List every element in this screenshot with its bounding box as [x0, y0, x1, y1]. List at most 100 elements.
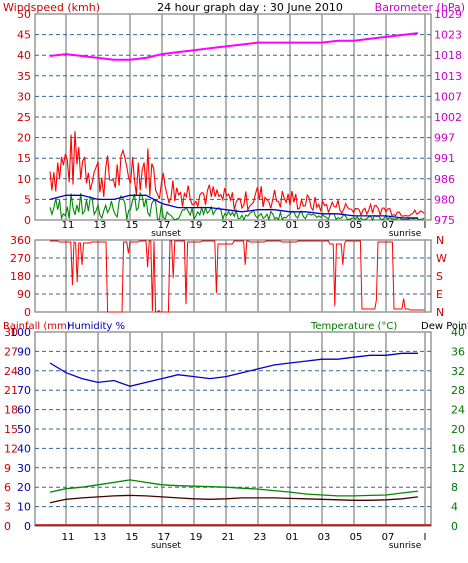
windspeed-tick-label: 40	[17, 49, 31, 62]
x-tick-label: 07	[382, 532, 395, 543]
windspeed-tick-label: 5	[24, 193, 31, 206]
x-tick-label: 23	[254, 220, 267, 231]
x-tick-label: 07	[382, 220, 395, 231]
windspeed-tick-label: 20	[17, 132, 31, 145]
x-tick-label: 01	[286, 532, 299, 543]
x-tick-label: 15	[126, 220, 139, 231]
rainfall-tick-label: 27	[4, 345, 18, 358]
x-tick-label: 17	[158, 220, 171, 231]
rainfall-tick-label: 3	[4, 501, 11, 514]
windspeed-low-line	[49, 191, 425, 222]
direction-degree-tick-label: 0	[24, 306, 31, 319]
x-tick-label: 05	[350, 220, 363, 231]
barometer-tick-label: 986	[434, 173, 455, 186]
barometer-tick-label: 980	[434, 193, 455, 206]
chart-title: 24 hour graph day : 30 June 2010	[157, 1, 343, 14]
humidity-line	[49, 352, 418, 387]
humidity-tick-label: 80	[17, 365, 31, 378]
compass-tick-label: E	[436, 288, 443, 301]
temperature-tick-label: 0	[451, 520, 458, 533]
direction-degree-tick-label: 180	[10, 270, 31, 283]
temperature-tick-label: 20	[451, 423, 465, 436]
rainfall-tick-label: 15	[4, 423, 18, 436]
rainfall-tick-label: 30	[4, 326, 18, 339]
humidity-tick-label: 70	[17, 384, 31, 397]
data-series	[35, 32, 431, 526]
sunrise-label: sunrise	[389, 541, 422, 551]
x-tick-label: 19	[190, 532, 203, 543]
barometer-tick-label: 1029	[434, 8, 462, 21]
rainfall-tick-label: 24	[4, 365, 18, 378]
compass-tick-label: N	[436, 234, 444, 247]
rainfall-tick-label: 18	[4, 404, 18, 417]
dewpoint-axis-label: Dew Point	[421, 321, 468, 332]
sunrise-label: sunrise	[389, 229, 422, 239]
temperature-tick-label: 28	[451, 384, 465, 397]
windspeed-tick-label: 25	[17, 111, 31, 124]
temperature-tick-label: 16	[451, 442, 465, 455]
compass-tick-label: W	[436, 252, 447, 265]
x-tick-end-mark: I	[424, 220, 427, 231]
windspeed-tick-label: 30	[17, 90, 31, 103]
sunset-label: sunset	[151, 229, 181, 239]
windspeed-axis-label: Windspeed (kmh)	[3, 1, 100, 14]
rainfall-axis-label: Rainfall (mm)	[3, 321, 71, 332]
barometer-tick-label: 1007	[434, 90, 462, 103]
humidity-tick-label: 20	[17, 481, 31, 494]
windspeed-average-line	[49, 194, 418, 219]
humidity-axis-label: Humidity %	[67, 321, 125, 332]
rainfall-tick-label: 0	[4, 520, 11, 533]
barometer-tick-label: 997	[434, 132, 455, 145]
x-tick-label: 13	[94, 220, 107, 231]
temperature-tick-label: 24	[451, 404, 465, 417]
barometer-axis-label: Barometer (hPa)	[375, 1, 465, 14]
x-tick-label: 05	[350, 532, 363, 543]
temperature-tick-label: 4	[451, 501, 458, 514]
x-tick-label: 01	[286, 220, 299, 231]
direction-degree-tick-label: 360	[10, 234, 31, 247]
direction-degree-tick-label: 270	[10, 252, 31, 265]
dewpoint-line	[49, 494, 419, 504]
humidity-tick-label: 40	[17, 442, 31, 455]
windspeed-tick-label: 0	[24, 214, 31, 227]
barometer-tick-label: 1018	[434, 49, 462, 62]
temperature-tick-label: 32	[451, 365, 465, 378]
compass-tick-label: N	[436, 306, 444, 319]
x-tick-label: 17	[158, 532, 171, 543]
x-tick-label: 11	[62, 220, 75, 231]
windspeed-tick-label: 45	[17, 29, 31, 42]
rainfall-tick-label: 9	[4, 462, 11, 475]
temperature-tick-label: 36	[451, 345, 465, 358]
humidity-tick-label: 10	[17, 501, 31, 514]
humidity-tick-label: 30	[17, 462, 31, 475]
barometer-tick-label: 1002	[434, 111, 462, 124]
temperature-axis-label: Temperature (°C)	[310, 321, 397, 332]
temperature-tick-label: 12	[451, 462, 465, 475]
barometer-tick-label: 991	[434, 152, 455, 165]
humidity-tick-label: 90	[17, 345, 31, 358]
windspeed-tick-label: 50	[17, 8, 31, 21]
x-tick-label: 15	[126, 532, 139, 543]
humidity-tick-label: 0	[24, 520, 31, 533]
windspeed-tick-label: 15	[17, 152, 31, 165]
humidity-tick-label: 60	[17, 404, 31, 417]
x-tick-label: 21	[222, 532, 235, 543]
x-tick-label: 03	[318, 532, 331, 543]
rainfall-tick-label: 12	[4, 442, 18, 455]
x-tick-label: 11	[62, 532, 75, 543]
rainfall-tick-label: 21	[4, 384, 18, 397]
x-tick-label: 23	[254, 532, 267, 543]
temperature-tick-label: 8	[451, 481, 458, 494]
rainfall-tick-label: 6	[4, 481, 11, 494]
temperature-tick-label: 40	[451, 326, 465, 339]
windspeed-gust-line	[49, 131, 425, 217]
temperature-line	[49, 479, 419, 497]
x-tick-label: 19	[190, 220, 203, 231]
x-tick-end-mark: I	[424, 532, 427, 543]
barometer-tick-label: 1023	[434, 29, 462, 42]
windspeed-tick-label: 35	[17, 70, 31, 83]
x-tick-label: 13	[94, 532, 107, 543]
humidity-tick-label: 50	[17, 423, 31, 436]
humidity-tick-label: 100	[10, 326, 31, 339]
